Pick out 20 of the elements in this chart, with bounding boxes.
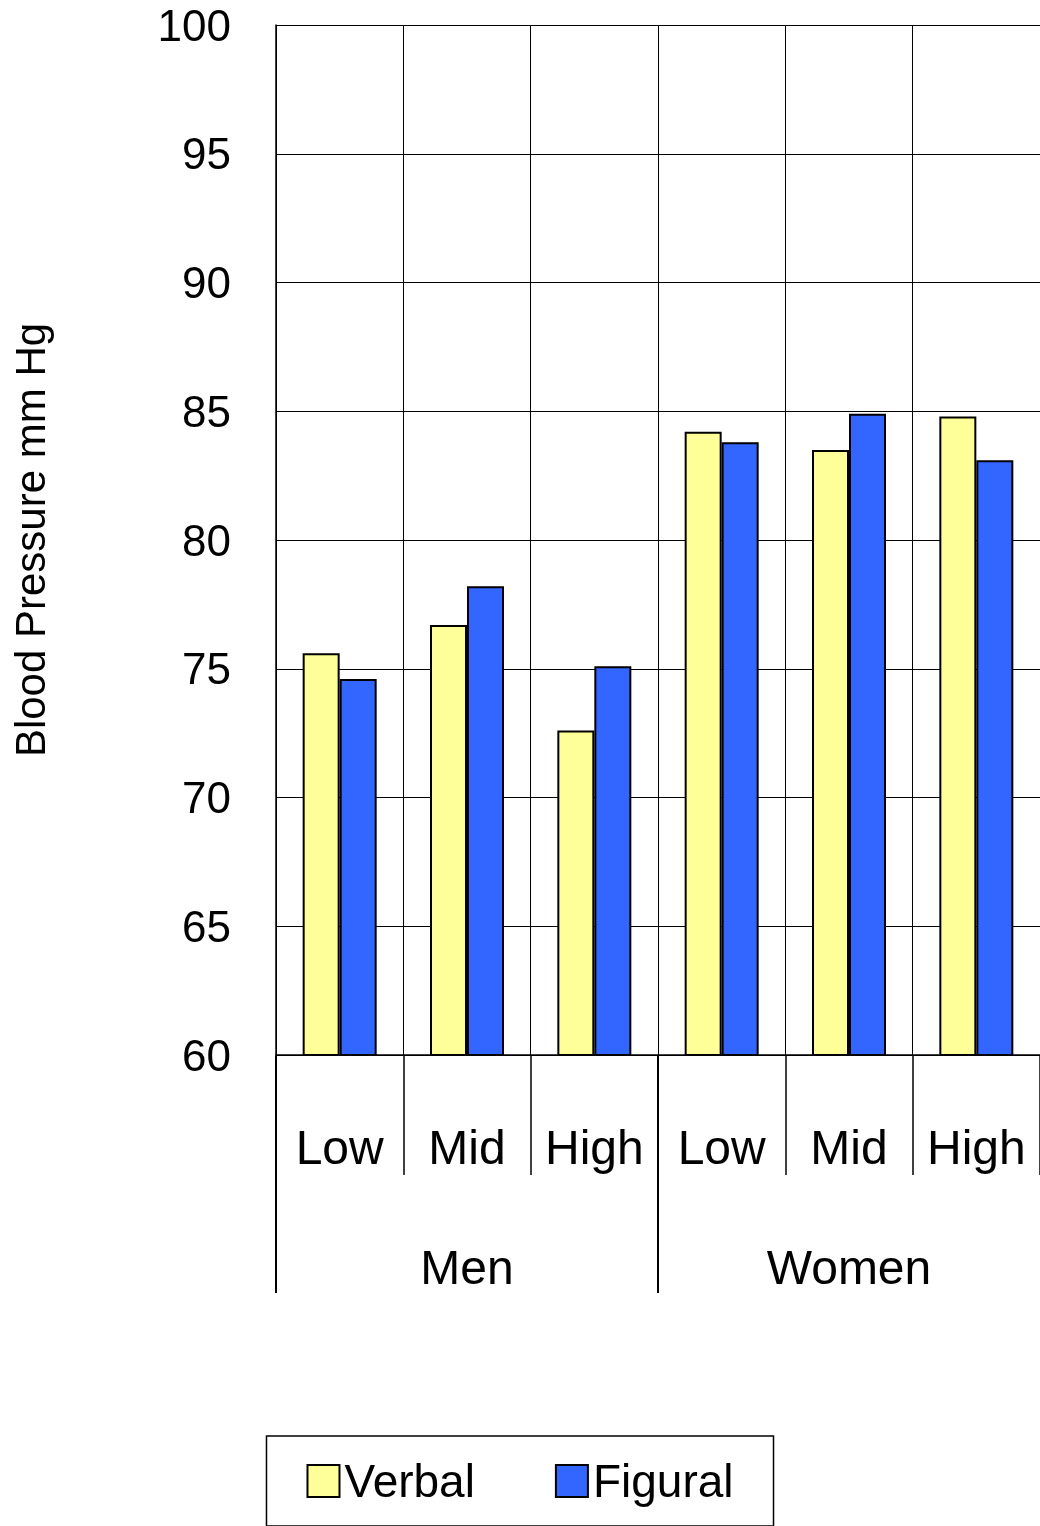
y-tick-label: 85 (182, 386, 231, 436)
x-tick-label: Low (295, 1120, 385, 1174)
y-tick-label: 90 (182, 258, 231, 307)
x-tick-label: Low (677, 1120, 767, 1174)
y-axis-title: Blood Pressure mm Hg (6, 322, 54, 758)
x-tick-label: Mid (810, 1120, 888, 1174)
y-tick-label: 75 (182, 644, 231, 694)
legend-label: Figural (592, 1455, 734, 1507)
y-tick-label: 95 (182, 129, 231, 179)
x-tick-label: High (926, 1120, 1026, 1174)
x-tick-label: High (544, 1120, 644, 1174)
text: Men (420, 1240, 514, 1294)
y-tick-label: 60 (182, 1030, 231, 1080)
y-tick-label: 80 (182, 515, 231, 565)
y-tick-label: 100 (157, 0, 231, 50)
y-tick-label: 65 (182, 901, 231, 951)
y-tick-label: 70 (182, 773, 231, 822)
text: Women (766, 1240, 932, 1294)
legend-label: Verbal (344, 1455, 475, 1507)
x-tick-label: Mid (428, 1120, 506, 1174)
